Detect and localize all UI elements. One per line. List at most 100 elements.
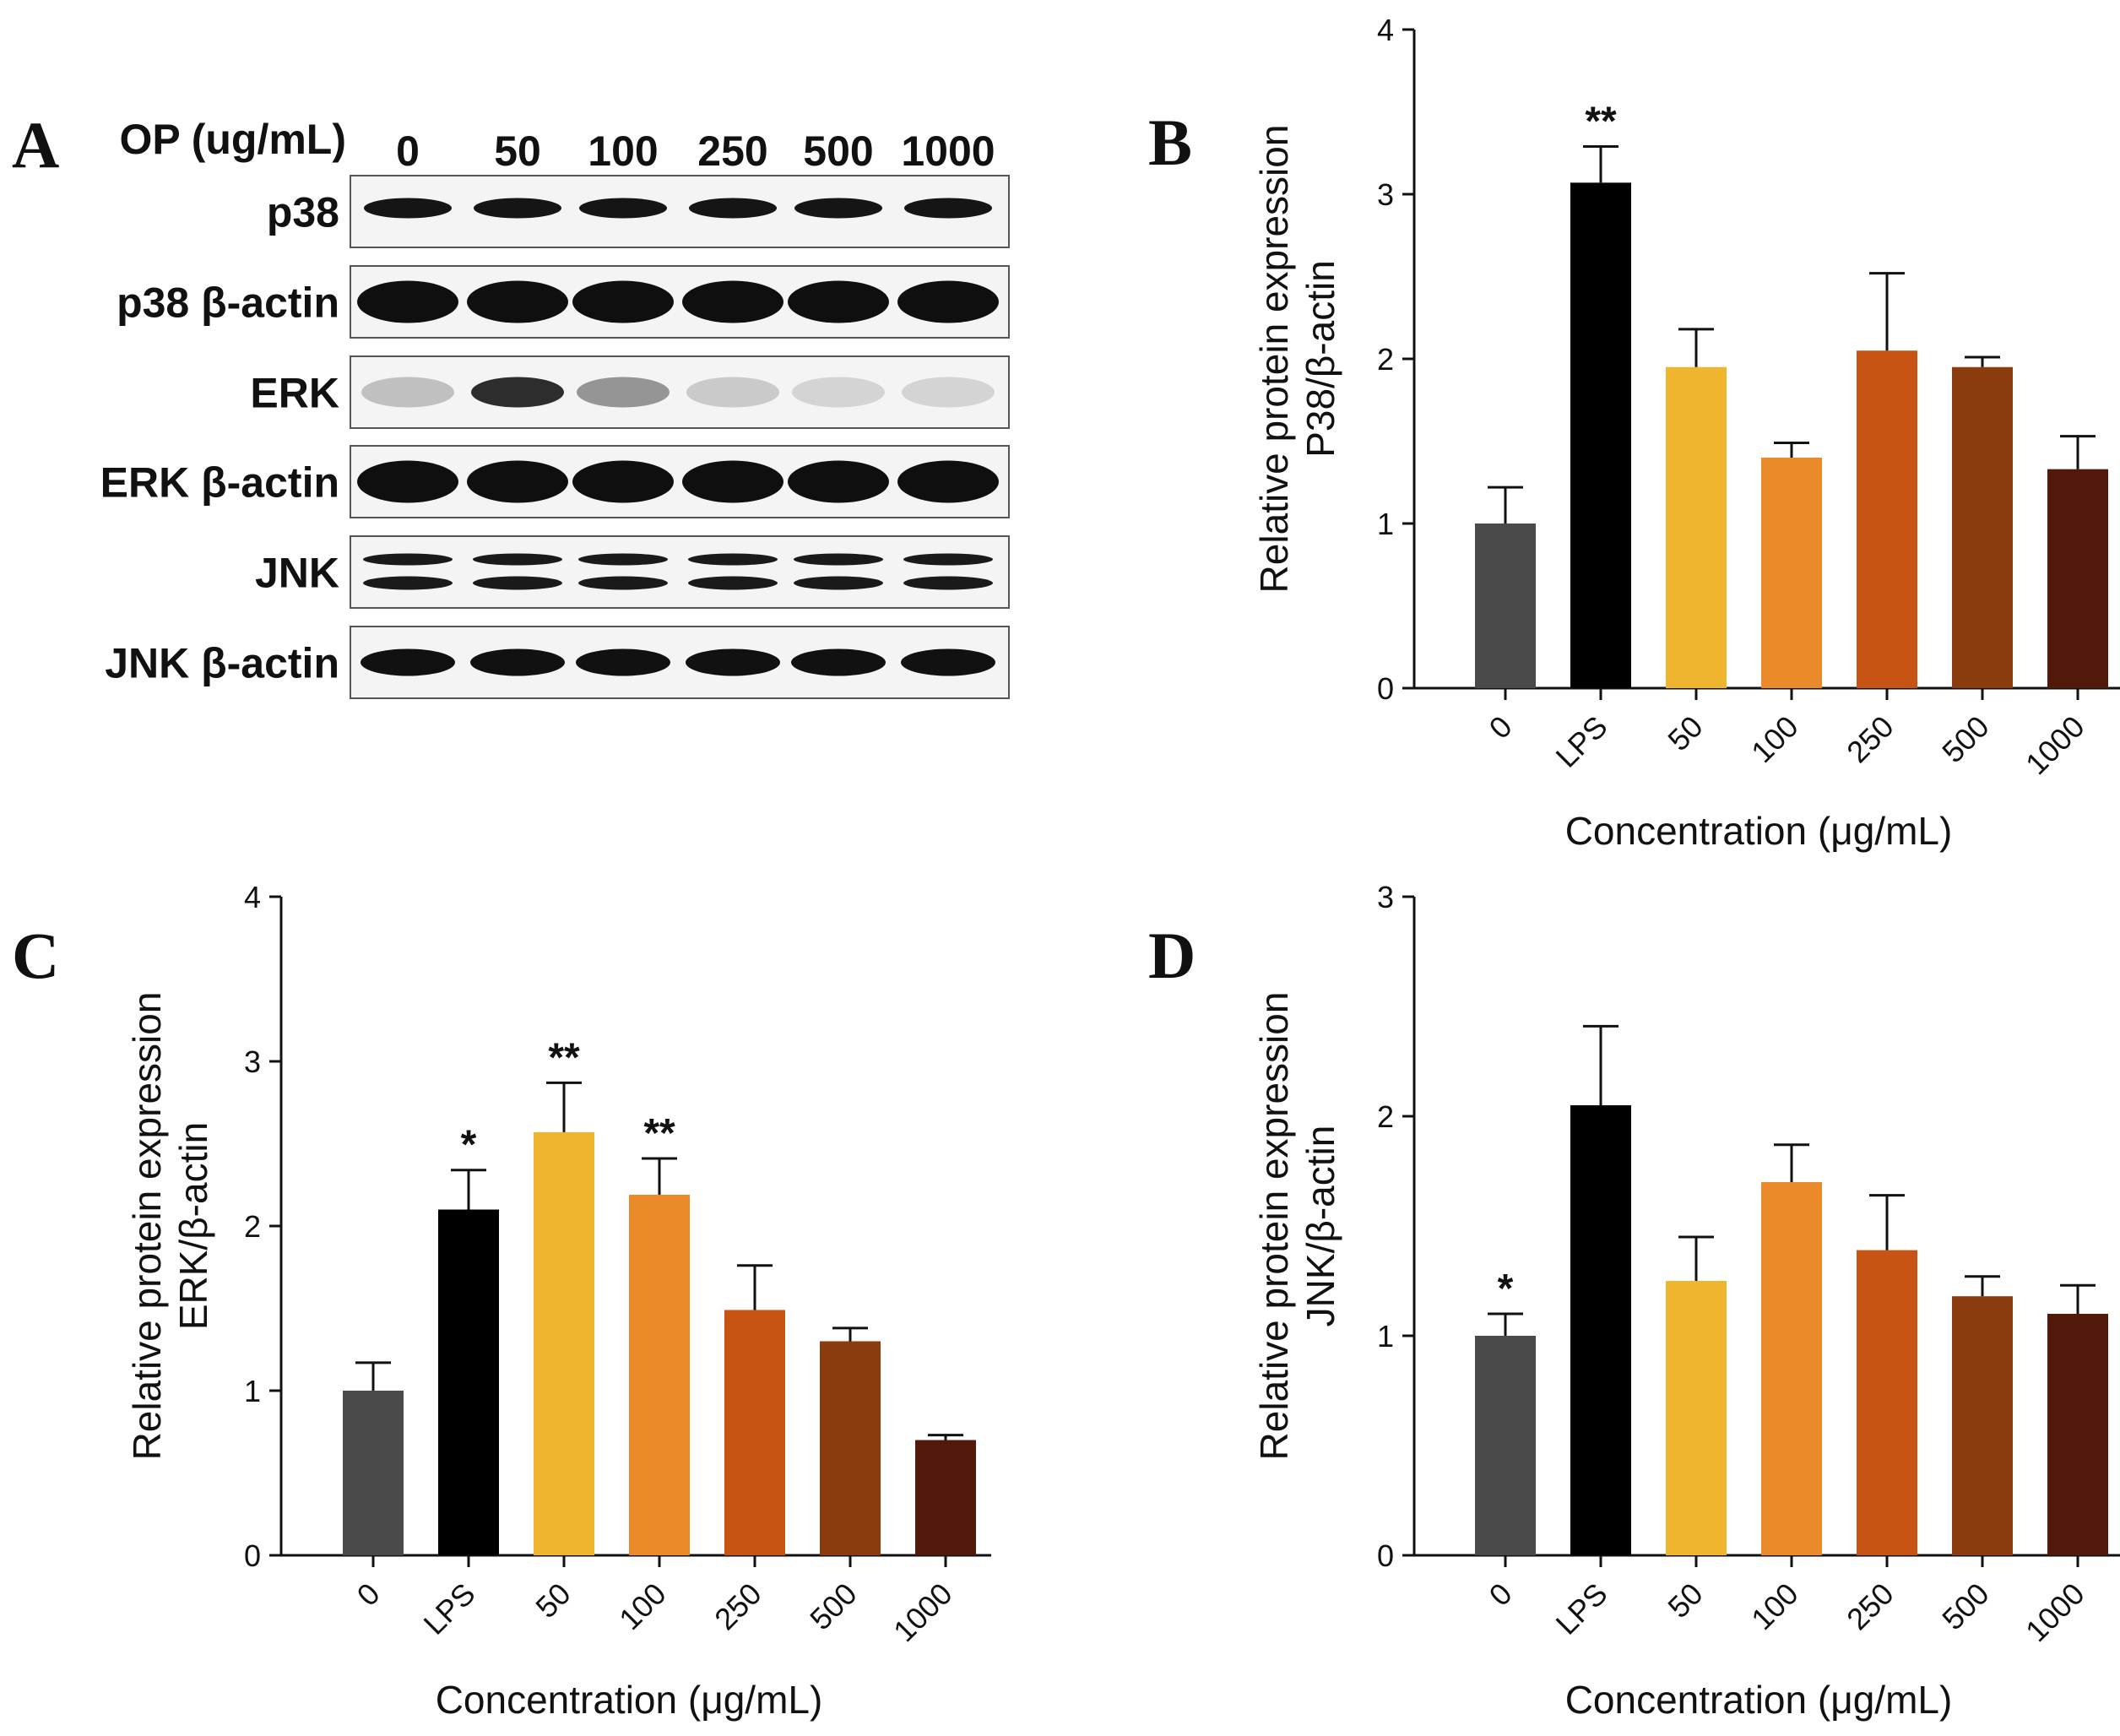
wb-band [577, 377, 670, 408]
wb-band [688, 553, 778, 566]
wb-band [682, 280, 783, 323]
x-axis-title: Concentration (μg/mL) [1565, 1678, 1953, 1722]
wb-row-label: ERK β-actin [100, 459, 339, 507]
wb-band [794, 576, 883, 590]
bar-50 [534, 1131, 594, 1555]
significance-marker: * [461, 1123, 477, 1168]
y-tick-label: 2 [244, 1209, 261, 1244]
wb-band [471, 377, 564, 408]
bar-100 [1761, 458, 1822, 688]
wb-band [901, 648, 995, 676]
wb-row: ERK [250, 355, 1010, 429]
x-tick-label: 0 [350, 1576, 387, 1613]
bar-LPS [438, 1209, 499, 1555]
bar-100 [629, 1194, 690, 1555]
wb-band [467, 280, 568, 323]
bar-500 [820, 1341, 881, 1555]
bar-LPS [1570, 1105, 1631, 1555]
wb-band [791, 648, 886, 676]
wb-lane-labels: 0 50 100 250 500 1000 [396, 127, 995, 175]
y-axis-title-line1: Relative protein expression [1252, 125, 1296, 594]
x-tick-label: LPS [1549, 709, 1614, 774]
bar-1000 [2047, 1314, 2108, 1555]
wb-band [682, 460, 783, 503]
wb-band [363, 553, 453, 566]
wb-row-label: p38 β-actin [117, 279, 339, 327]
bar-50 [1666, 1281, 1727, 1555]
bar-50 [1666, 366, 1727, 688]
x-tick-label: 100 [1744, 1576, 1804, 1636]
bar-500 [1952, 366, 2013, 688]
panel-a-western-blot: A OP (ug/mL) 0 50 100 250 500 1000 p38 p38 β-a… [12, 108, 1010, 699]
wb-header-label: OP (ug/mL) [119, 116, 346, 163]
y-axis-title-line2: P38/β-actin [1299, 260, 1342, 458]
x-tick-label: 0 [1483, 1576, 1519, 1613]
wb-band [364, 198, 452, 219]
chart-d: D 0 1 2 3 Relative protein expression JNK/β-ac… [1148, 880, 2120, 1722]
wb-band [363, 576, 453, 590]
y-tick-label: 0 [1377, 1538, 1394, 1573]
panel-letter-d: D [1148, 919, 1196, 992]
x-tick-label: 1000 [2019, 1576, 2091, 1649]
wb-membrane [350, 355, 1010, 429]
wb-band [904, 198, 992, 219]
chart-c: C 0 1 2 3 4 Relative protein expression ERK/β-a… [12, 880, 991, 1722]
y-tick-label: 3 [244, 1044, 261, 1079]
wb-lane-label: 50 [494, 127, 541, 175]
x-axis-title: Concentration (μg/mL) [1565, 809, 1953, 853]
bar-500 [1952, 1296, 2013, 1555]
wb-row: p38 [267, 175, 1010, 248]
wb-membrane [350, 175, 1010, 248]
y-tick-label: 4 [244, 880, 261, 914]
significance-marker: * [1498, 1267, 1514, 1311]
y-tick-label: 1 [1377, 1319, 1394, 1354]
wb-band [897, 460, 999, 503]
x-tick-label: 250 [1840, 1576, 1900, 1636]
wb-row-label: ERK [250, 370, 339, 417]
wb-band [689, 198, 777, 219]
y-tick-label: 3 [1377, 880, 1394, 914]
bar-250 [1857, 350, 1917, 688]
bar-1000 [2047, 469, 2108, 688]
y-tick-label: 1 [244, 1374, 261, 1408]
x-tick-label: 50 [529, 1576, 577, 1625]
wb-band [357, 280, 458, 323]
wb-band [788, 460, 889, 503]
y-tick-label: 2 [1377, 1099, 1394, 1134]
bar-250 [1857, 1250, 1917, 1555]
x-tick-label: 500 [1935, 1576, 1995, 1636]
wb-band [897, 280, 999, 323]
wb-band [788, 280, 889, 323]
wb-row: JNK β-actin [105, 626, 1010, 699]
x-tick-label: LPS [1549, 1576, 1614, 1641]
wb-band [686, 648, 780, 676]
wb-band [792, 377, 885, 408]
wb-membrane [350, 535, 1010, 609]
bar-LPS [1570, 182, 1631, 689]
panel-letter-c: C [12, 919, 59, 992]
wb-band [579, 198, 667, 219]
x-tick-label: 50 [1661, 1576, 1709, 1625]
wb-band [794, 198, 882, 219]
significance-marker: ** [643, 1111, 675, 1156]
wb-band [688, 576, 778, 590]
wb-lane-label: 500 [803, 127, 873, 175]
x-tick-label: 100 [612, 1576, 672, 1636]
panel-letter-a: A [12, 108, 59, 182]
wb-band [572, 460, 674, 503]
y-tick-label: 2 [1377, 342, 1394, 377]
wb-row: ERK β-actin [100, 445, 1010, 518]
bar-100 [1761, 1182, 1822, 1555]
x-tick-label: 500 [803, 1576, 863, 1636]
y-tick-label: 4 [1377, 13, 1394, 47]
bar-0 [1475, 1336, 1536, 1555]
y-tick-label: 1 [1377, 507, 1394, 541]
x-tick-label: 1000 [2019, 709, 2091, 782]
significance-marker: ** [1585, 99, 1617, 144]
y-tick-label: 0 [1377, 671, 1394, 706]
bar-250 [724, 1310, 785, 1555]
wb-band [903, 576, 993, 590]
wb-band [578, 553, 668, 566]
y-tick-label: 0 [244, 1538, 261, 1573]
wb-band [474, 198, 561, 219]
